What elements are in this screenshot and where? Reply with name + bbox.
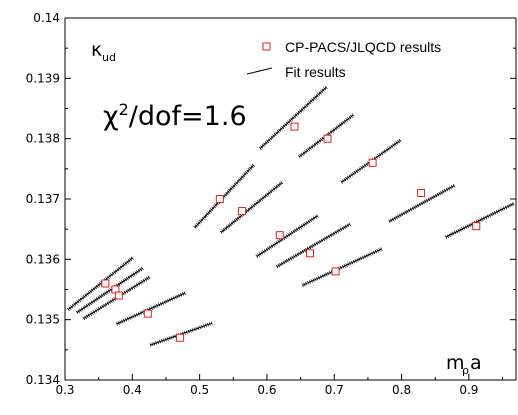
y-axis-label-main: κ [91, 39, 102, 61]
y-tick-label: 0.14 [33, 11, 60, 25]
axis-ticks: 0.3 0.4 0.5 0.6 0.7 0.8 0.9 0.134 0.135 0.136 0.13… [26, 11, 516, 397]
fit-line [115, 291, 186, 326]
y-tick-label: 0.137 [26, 192, 60, 206]
y-axis-label: κ ud [91, 39, 116, 64]
legend-label-fit: Fit results [285, 64, 346, 80]
x-tick-label: 0.8 [392, 383, 411, 397]
data-point [215, 195, 224, 203]
fit-line [444, 202, 515, 239]
data-point [417, 188, 426, 197]
y-axis-label-subscript: ud [102, 51, 116, 64]
fit-lines [66, 85, 515, 347]
data-point [238, 207, 247, 216]
data-point [331, 267, 340, 276]
fit-line [275, 222, 351, 269]
data-point [472, 222, 481, 231]
y-tick-label: 0.134 [26, 373, 60, 387]
x-axis-label-subscript: ρ [462, 364, 469, 377]
data-point [143, 309, 152, 318]
y-tick-label: 0.135 [26, 313, 60, 327]
x-axis-label-main: m [446, 352, 465, 374]
legend-marker-results [262, 42, 271, 51]
legend-label-results: CP-PACS/JLQCD results [285, 39, 441, 55]
fit-line [219, 181, 284, 234]
x-tick-label: 0.9 [459, 383, 478, 397]
chi-squared-annotation: χ2/dof=1.6 [103, 100, 247, 132]
fit-line [75, 266, 144, 315]
x-axis-label-tail: a [470, 352, 482, 374]
data-point [101, 279, 110, 288]
fit-line [258, 85, 328, 150]
y-tick-label: 0.138 [26, 132, 60, 146]
data-point [323, 134, 332, 143]
legend-marker-fit [246, 67, 273, 75]
fit-line [255, 214, 319, 259]
data-point [306, 249, 315, 258]
data-point [275, 231, 284, 240]
data-point [368, 158, 377, 167]
x-axis-label: m ρ a [446, 352, 482, 377]
y-tick-label: 0.139 [26, 71, 60, 85]
data-point [114, 291, 123, 300]
legend: CP-PACS/JLQCD results Fit results [246, 39, 441, 80]
x-tick-label: 0.6 [257, 383, 276, 397]
x-tick-label: 0.3 [55, 383, 74, 397]
fit-line [388, 183, 456, 224]
x-tick-label: 0.5 [190, 383, 209, 397]
data-point [176, 333, 185, 342]
x-tick-label: 0.7 [325, 383, 344, 397]
x-tick-label: 0.4 [123, 383, 142, 397]
data-point [290, 122, 299, 131]
fit-line [193, 163, 256, 229]
data-points [101, 122, 481, 342]
fit-line [66, 256, 134, 312]
y-tick-label: 0.136 [26, 252, 60, 266]
